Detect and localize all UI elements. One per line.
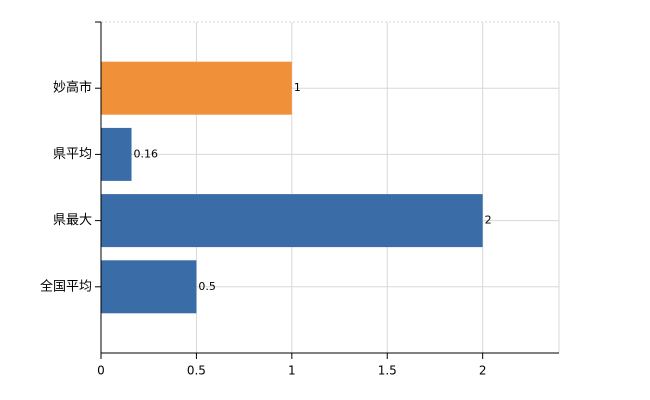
data-label: 0.16 bbox=[134, 147, 159, 160]
x-tick-label: 0.5 bbox=[187, 364, 206, 378]
bar bbox=[101, 194, 483, 248]
y-tick-label: 県平均 bbox=[53, 147, 92, 162]
data-label: 2 bbox=[485, 214, 492, 227]
data-label: 1 bbox=[294, 81, 301, 94]
y-tick-label: 妙高市 bbox=[53, 80, 92, 96]
bar bbox=[101, 127, 132, 181]
y-tick-label: 県最大 bbox=[53, 213, 92, 228]
x-tick-label: 0 bbox=[97, 364, 105, 378]
x-tick-label: 1 bbox=[288, 364, 296, 378]
data-label: 0.5 bbox=[198, 280, 216, 293]
y-tick-label: 全国平均 bbox=[40, 278, 92, 294]
bar bbox=[101, 61, 292, 115]
x-tick-label: 2 bbox=[479, 364, 487, 378]
x-tick-label: 1.5 bbox=[378, 364, 397, 378]
bar bbox=[101, 260, 197, 314]
